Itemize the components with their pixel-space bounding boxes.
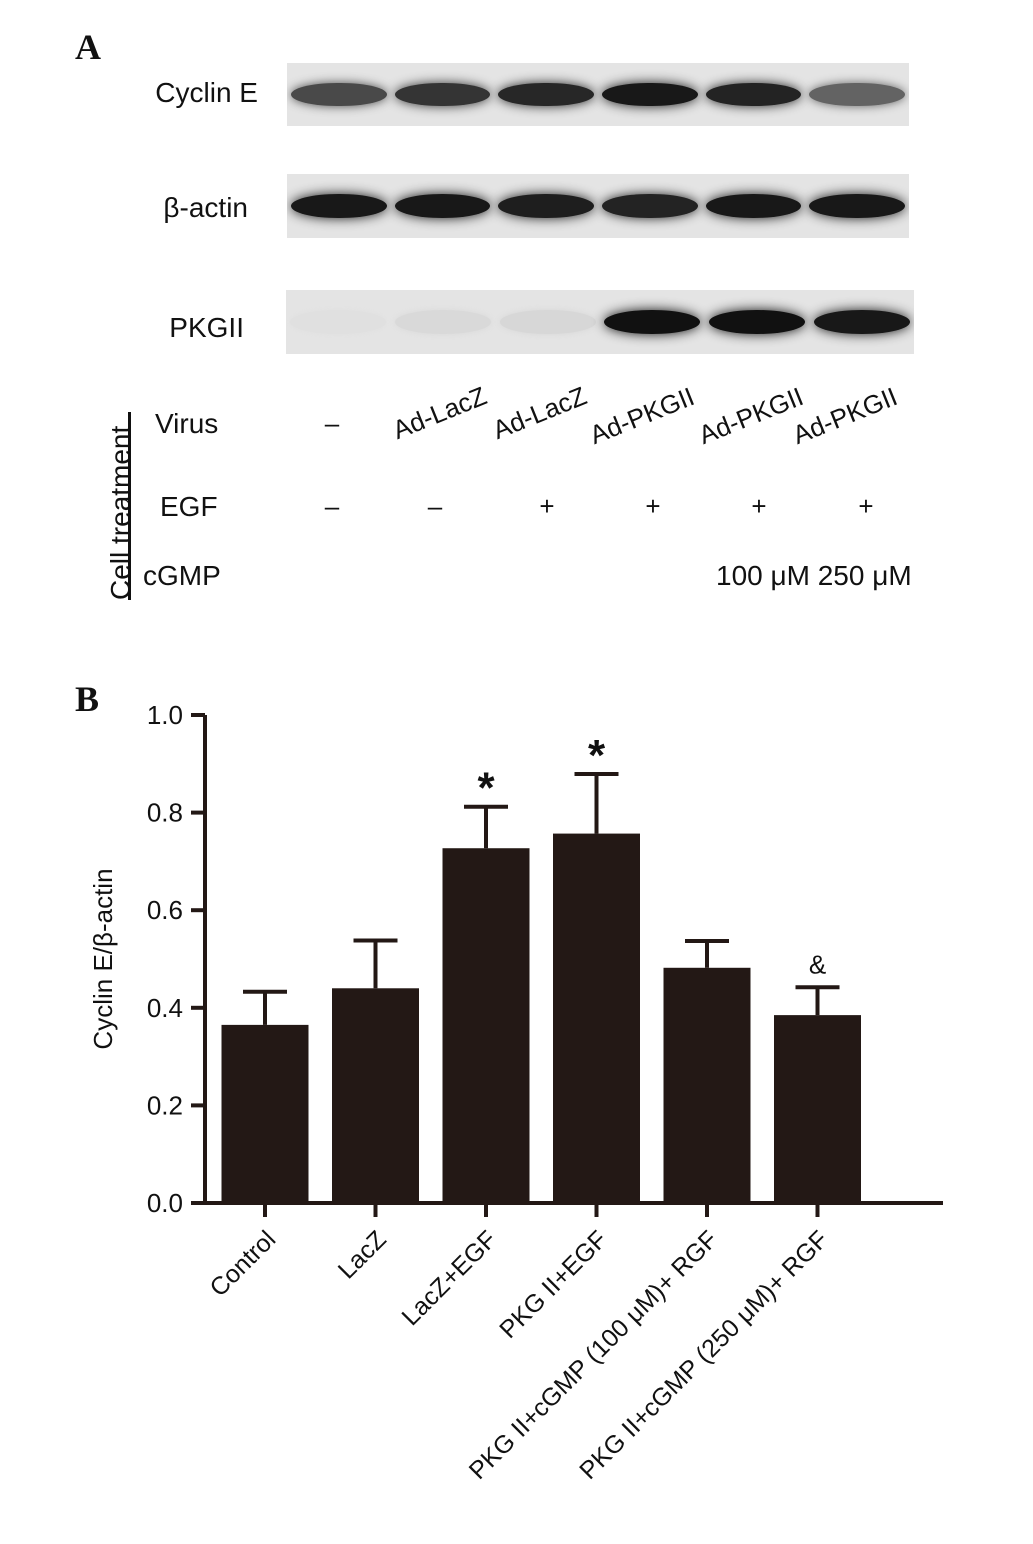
- blot-cyclin-e: [287, 63, 909, 126]
- blot-band: [394, 309, 492, 335]
- x-tick-label: Control: [204, 1225, 281, 1302]
- virus-lane-1: –: [324, 408, 340, 438]
- significance-mark: *: [477, 764, 495, 813]
- virus-lane-4: Ad-PKGII: [585, 381, 699, 451]
- bar: [553, 833, 640, 1203]
- y-axis-label: Cyclin E/β-actin: [88, 868, 118, 1049]
- significance-mark: *: [588, 731, 606, 780]
- blot-pkgii: [286, 290, 914, 354]
- bar-chart: 0.0 0.2 0.4 0.6 0.8 1.0 Cyclin E/β-actin Contro…: [88, 700, 943, 1485]
- egf-lane-6: +: [858, 491, 874, 521]
- virus-label: Virus: [155, 408, 219, 439]
- cgmp-values: 100 μM 250 μM: [716, 560, 912, 591]
- blot-band: [499, 309, 596, 335]
- egf-label: EGF: [160, 491, 218, 522]
- cgmp-label: cGMP: [143, 560, 221, 591]
- virus-lane-3: Ad-LacZ: [488, 380, 591, 446]
- blot-label-cyclin-e: Cyclin E: [155, 77, 258, 108]
- significance-mark: &: [809, 949, 826, 979]
- blot-beta-actin: [287, 174, 909, 238]
- blot-band: [602, 82, 698, 107]
- egf-lane-5: +: [751, 491, 767, 521]
- blot-band: [291, 82, 387, 107]
- blot-band: [602, 193, 698, 219]
- cell-treatment-label: Cell treatment: [105, 425, 136, 600]
- y-tick-label: 0.8: [147, 798, 183, 828]
- y-tick-label: 0.6: [147, 895, 183, 925]
- x-tick-label: PKG II+EGF: [494, 1225, 613, 1344]
- y-tick-label: 0.0: [147, 1188, 183, 1218]
- bar: [663, 967, 751, 1203]
- blot-band: [708, 309, 806, 335]
- blot-band: [498, 193, 594, 219]
- bar: [332, 988, 419, 1203]
- blot-band: [394, 193, 491, 219]
- egf-lane-3: +: [539, 491, 555, 521]
- x-tick-label: LacZ+EGF: [396, 1225, 502, 1331]
- blot-band: [394, 82, 491, 107]
- blot-band: [705, 82, 802, 107]
- x-tick-label: LacZ: [333, 1225, 392, 1284]
- blot-band: [809, 193, 905, 219]
- egf-lane-1: –: [324, 491, 340, 521]
- panel-a-letter: A: [75, 27, 101, 67]
- cell-treatment-bracket: [128, 412, 131, 600]
- bar: [442, 848, 530, 1203]
- blot-band: [498, 82, 594, 107]
- panel-b-letter: B: [75, 679, 100, 719]
- y-tick-label: 0.4: [147, 993, 183, 1023]
- blot-band: [291, 193, 387, 219]
- blot-band: [705, 193, 802, 219]
- y-tick-label: 0.2: [147, 1090, 183, 1120]
- blot-label-pkgii: PKGII: [169, 312, 244, 343]
- virus-lane-2: Ad-LacZ: [388, 380, 491, 446]
- blot-band: [290, 309, 387, 335]
- bar: [221, 1024, 309, 1203]
- bar: [774, 1015, 861, 1203]
- virus-lane-5: Ad-PKGII: [694, 381, 808, 451]
- virus-lane-6: Ad-PKGII: [788, 381, 902, 451]
- egf-lane-2: –: [427, 491, 443, 521]
- blot-band: [809, 82, 905, 107]
- blot-band: [813, 309, 910, 335]
- blot-band: [604, 309, 701, 335]
- egf-lane-4: +: [645, 491, 661, 521]
- y-tick-label: 1.0: [147, 700, 183, 730]
- blot-label-beta-actin: β-actin: [163, 192, 248, 223]
